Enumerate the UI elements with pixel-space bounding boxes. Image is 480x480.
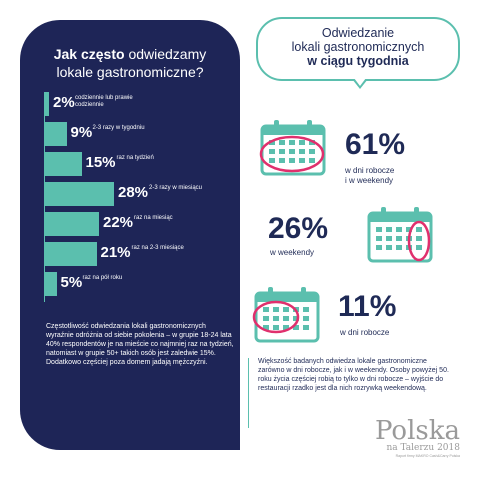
bubble-tail-inner xyxy=(354,78,366,86)
right-rule xyxy=(248,358,249,428)
bar xyxy=(44,212,99,236)
stat-11-value: 11% xyxy=(338,290,397,323)
bar-category-label: codziennie lub prawie codziennie xyxy=(75,95,133,108)
stat-61-value: 61% xyxy=(345,128,406,161)
bar-category-label: raz na 2-3 miesiące xyxy=(131,245,184,251)
title-bold: Jak często xyxy=(53,46,125,62)
bar xyxy=(44,182,114,206)
bar-row: 9% 2-3 razy w tygodniu xyxy=(44,122,240,146)
bar-row: 21% raz na 2-3 miesiące xyxy=(44,242,240,266)
bar-row: 5% raz na pół roku xyxy=(44,272,240,296)
bar xyxy=(44,122,67,146)
stat-61-label1: w dni robocze xyxy=(345,166,395,175)
bar-category-label: raz na tydzień xyxy=(116,155,154,161)
bar-category-label: 2-3 razy w miesiącu xyxy=(149,185,203,191)
calendar-icon xyxy=(367,207,433,263)
bar-category-label: raz na pół roku xyxy=(82,275,123,281)
bar-value-label: 15% xyxy=(85,154,116,171)
frequency-bar-chart: 2% codziennie lub prawie codziennie 9% 2-3 … xyxy=(44,92,240,302)
bar-value-label: 28% xyxy=(118,184,149,201)
bar xyxy=(44,242,97,266)
bar-row: 2% codziennie lub prawie codziennie xyxy=(44,92,240,116)
bar-value-label: 21% xyxy=(100,244,131,261)
calendar-icon xyxy=(259,120,326,176)
stat-26-label1: w weekendy xyxy=(270,248,315,257)
bar-value-label: 9% xyxy=(70,124,93,141)
logo-note: Raport firmy MAKRO Cash&Carry Polska xyxy=(395,454,460,458)
panel-description: Częstotliwość odwiedzania lokali gastron… xyxy=(46,323,234,366)
bar-row: 22% raz na miesiąc xyxy=(44,212,240,236)
stat-26-value: 26% xyxy=(268,212,329,245)
bar-row: 15% raz na tydzień xyxy=(44,152,240,176)
bar xyxy=(44,272,57,296)
bar-category-label: 2-3 razy w tygodniu xyxy=(92,125,145,131)
bar-row: 28% 2-3 razy w miesiącu xyxy=(44,182,240,206)
stat-11-label1: w dni robocze xyxy=(340,328,390,337)
panel-title: Jak często odwiedzamy lokale gastronomic… xyxy=(20,45,240,81)
bar xyxy=(44,92,49,116)
title-line2: lokale gastronomiczne? xyxy=(56,64,204,80)
title-rest: odwiedzamy xyxy=(128,46,207,62)
logo-main: Polska xyxy=(374,416,460,446)
right-description: Większość badanych odwiedza lokale gastr… xyxy=(258,358,449,392)
bubble-line3: w ciągu tygodnia xyxy=(307,54,409,68)
logo-sub: na Talerzu 2018 xyxy=(386,443,460,453)
calendar-icon xyxy=(252,287,320,343)
title-bubble: Odwiedzanie lokali gastronomicznych w ci… xyxy=(256,17,460,81)
bubble-line1: Odwiedzanie xyxy=(321,26,395,40)
bar-category-label: raz na miesiąc xyxy=(134,215,173,221)
bar xyxy=(44,152,82,176)
logo: Polska na Talerzu 2018 Raport firmy MAKR… xyxy=(360,418,460,458)
bar-value-label: 22% xyxy=(103,214,134,231)
bar-value-label: 2% xyxy=(53,94,75,111)
stat-61-label2: i w weekendy xyxy=(345,176,394,185)
bar-value-label: 5% xyxy=(60,274,83,291)
bubble-line2: lokali gastronomicznych xyxy=(291,40,425,54)
